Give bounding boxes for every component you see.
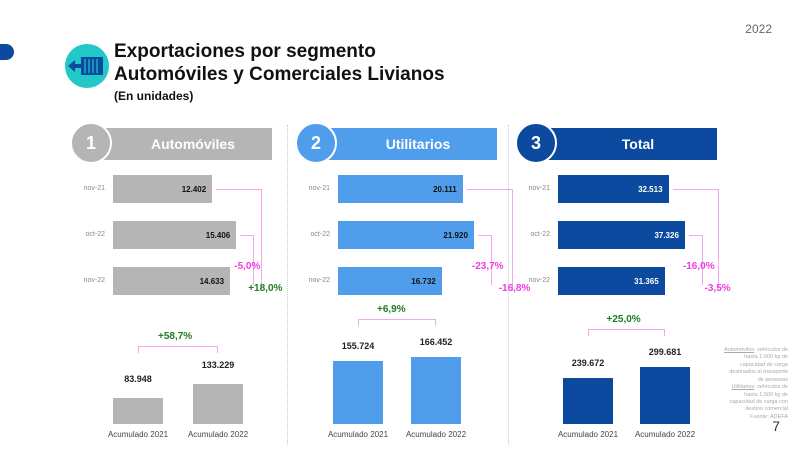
monthly-bar: 21.920 — [338, 221, 474, 249]
panel-number-badge: 2 — [295, 122, 337, 164]
monthly-change-connector — [477, 235, 492, 285]
accum-label: Acumulado 2021 — [557, 430, 619, 439]
row-period-label: oct-22 — [85, 231, 105, 238]
accum-change-label: +25,0% — [606, 314, 641, 325]
accum-change-label: +58,7% — [158, 331, 193, 342]
page-title-line2: Automóviles y Comerciales Livianos — [114, 64, 445, 85]
accum-bar — [193, 384, 243, 424]
footnote-auto-term: Automóviles — [724, 347, 755, 353]
accum-value: 155.724 — [341, 341, 375, 352]
monthly-change-label: -5,0% — [234, 261, 261, 272]
panel-divider — [287, 125, 288, 445]
panel-divider — [508, 125, 509, 445]
accum-label: Acumulado 2022 — [634, 430, 696, 439]
accum-label: Acumulado 2021 — [327, 430, 389, 439]
accum-value: 133.229 — [201, 360, 235, 370]
row-period-label: nov-21 — [528, 185, 550, 192]
year-label: 2022 — [745, 22, 772, 36]
monthly-bar: 14.633 — [113, 267, 231, 295]
yearly-change-connector — [466, 189, 513, 291]
accum-value: 166.452 — [419, 337, 453, 347]
panel-header-2: Total — [545, 128, 717, 160]
row-period-label: nov-21 — [308, 185, 330, 192]
row-period-label: nov-22 — [308, 277, 330, 284]
yearly-change-label: -3,5% — [704, 283, 731, 294]
monthly-bar: 37.326 — [558, 221, 685, 249]
yearly-change-label: -16,8% — [498, 283, 531, 294]
accum-change-bracket — [358, 319, 436, 326]
accum-value: 239.672 — [571, 358, 605, 369]
footnote-source: Fuente: ADEFA — [750, 413, 788, 420]
yearly-change-connector — [672, 189, 719, 291]
page-number: 7 — [772, 418, 780, 434]
accum-bar — [113, 398, 163, 424]
monthly-change-label: -23,7% — [471, 261, 504, 272]
monthly-change-connector — [240, 235, 255, 285]
footnote-util-term: Utilitarios — [731, 384, 755, 391]
row-period-label: oct-22 — [310, 231, 330, 238]
row-period-label: nov-21 — [83, 185, 105, 192]
accum-value: 299.681 — [648, 347, 682, 357]
accum-bar — [333, 361, 383, 424]
panel-number-badge: 1 — [70, 122, 112, 164]
row-period-label: nov-22 — [83, 277, 105, 284]
yearly-change-connector — [216, 189, 263, 291]
row-period-label: nov-22 — [528, 277, 550, 284]
footnote-auto-def: : vehículos de hasta 1.500 kg de capacid… — [729, 347, 788, 383]
monthly-bar: 12.402 — [113, 175, 213, 203]
accum-change-bracket — [138, 346, 218, 353]
monthly-bar: 31.365 — [558, 267, 665, 295]
export-container-icon — [65, 44, 109, 88]
accum-change-label: +6,9% — [377, 304, 406, 315]
accum-bar — [563, 378, 613, 424]
panel-header-1: Utilitarios — [325, 128, 497, 160]
monthly-bar: 20.111 — [338, 175, 463, 203]
yearly-change-label: +18,0% — [248, 283, 283, 294]
panel-number-badge: 3 — [515, 122, 557, 164]
monthly-bar: 16.732 — [338, 267, 442, 295]
accum-label: Acumulado 2021 — [107, 430, 169, 439]
section-tab-marker — [0, 44, 14, 60]
monthly-bar: 32.513 — [558, 175, 669, 203]
accum-label: Acumulado 2022 — [405, 430, 467, 439]
page-subtitle: (En unidades) — [114, 89, 194, 103]
page-title-line1: Exportaciones por segmento — [114, 41, 376, 62]
accum-bar — [411, 357, 461, 424]
accum-label: Acumulado 2022 — [187, 430, 249, 439]
monthly-bar: 15.406 — [113, 221, 237, 249]
footnote: Automóviles: vehículos de hasta 1.500 kg… — [724, 347, 788, 421]
footnote-util-def: : vehículos de hasta 1.500 kg de capacid… — [729, 384, 788, 413]
accum-bar — [640, 367, 690, 424]
panel-header-0: Automóviles — [100, 128, 272, 160]
monthly-change-connector — [688, 235, 703, 285]
accum-change-bracket — [588, 329, 665, 336]
row-period-label: oct-22 — [530, 231, 550, 238]
monthly-change-label: -16,0% — [682, 261, 715, 272]
accum-value: 83.948 — [124, 374, 152, 384]
